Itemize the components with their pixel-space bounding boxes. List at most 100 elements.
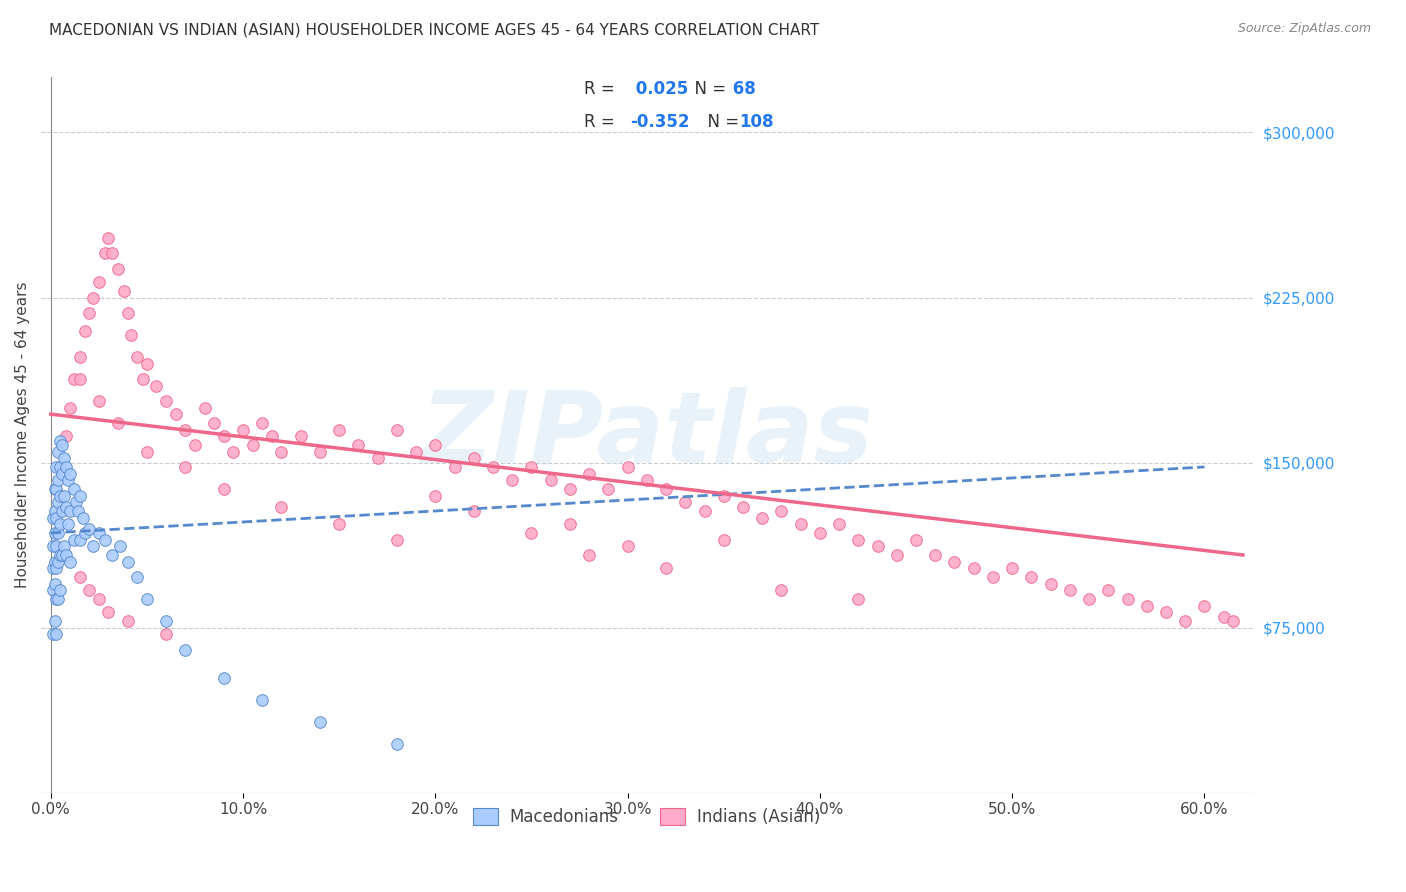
Point bbox=[963, 561, 986, 575]
Point bbox=[135, 357, 157, 371]
Point bbox=[55, 459, 77, 474]
Point bbox=[558, 482, 581, 496]
Point bbox=[45, 561, 67, 575]
Point bbox=[1154, 605, 1177, 619]
Point bbox=[636, 473, 658, 487]
Point bbox=[713, 533, 735, 547]
Point bbox=[107, 261, 129, 276]
Point bbox=[540, 473, 562, 487]
Point bbox=[49, 459, 72, 474]
Point bbox=[463, 451, 485, 466]
Point bbox=[242, 438, 264, 452]
Point bbox=[174, 642, 197, 657]
Point bbox=[51, 438, 73, 452]
Point bbox=[87, 275, 110, 289]
Point bbox=[174, 423, 197, 437]
Point bbox=[45, 459, 67, 474]
Point bbox=[48, 526, 70, 541]
Point bbox=[405, 444, 427, 458]
Point bbox=[789, 517, 811, 532]
Point bbox=[44, 614, 66, 628]
Point bbox=[145, 378, 167, 392]
Point bbox=[616, 539, 638, 553]
Point bbox=[53, 451, 76, 466]
Point bbox=[655, 482, 678, 496]
Point bbox=[69, 533, 91, 547]
Point bbox=[578, 467, 600, 481]
Point bbox=[693, 504, 716, 518]
Point bbox=[48, 473, 70, 487]
Point bbox=[309, 715, 332, 730]
Point bbox=[48, 495, 70, 509]
Point bbox=[1001, 561, 1024, 575]
Point bbox=[45, 627, 67, 641]
Point bbox=[260, 429, 283, 443]
Point bbox=[69, 570, 91, 584]
Point bbox=[48, 555, 70, 569]
Point bbox=[655, 561, 678, 575]
Text: N =: N = bbox=[697, 113, 744, 131]
Point bbox=[51, 467, 73, 481]
Point bbox=[112, 284, 135, 298]
Text: R =: R = bbox=[585, 113, 620, 131]
Point bbox=[53, 489, 76, 503]
Point bbox=[82, 291, 104, 305]
Point bbox=[905, 533, 928, 547]
Point bbox=[77, 522, 100, 536]
Point bbox=[41, 510, 63, 524]
Point bbox=[673, 495, 696, 509]
Point bbox=[328, 423, 350, 437]
Point bbox=[55, 548, 77, 562]
Point bbox=[252, 693, 274, 707]
Point bbox=[44, 482, 66, 496]
Point bbox=[97, 605, 120, 619]
Point bbox=[132, 372, 155, 386]
Point bbox=[578, 548, 600, 562]
Text: R =: R = bbox=[585, 80, 620, 98]
Point bbox=[193, 401, 215, 415]
Point bbox=[41, 583, 63, 598]
Text: 108: 108 bbox=[740, 113, 773, 131]
Point bbox=[1021, 570, 1043, 584]
Point bbox=[48, 444, 70, 458]
Point bbox=[87, 592, 110, 607]
Y-axis label: Householder Income Ages 45 - 64 years: Householder Income Ages 45 - 64 years bbox=[15, 282, 30, 589]
Point bbox=[49, 517, 72, 532]
Point bbox=[41, 539, 63, 553]
Point bbox=[252, 416, 274, 430]
Point bbox=[520, 459, 543, 474]
Point bbox=[48, 592, 70, 607]
Point bbox=[202, 416, 225, 430]
Point bbox=[55, 429, 77, 443]
Point bbox=[87, 526, 110, 541]
Point bbox=[108, 539, 131, 553]
Text: MACEDONIAN VS INDIAN (ASIAN) HOUSEHOLDER INCOME AGES 45 - 64 YEARS CORRELATION C: MACEDONIAN VS INDIAN (ASIAN) HOUSEHOLDER… bbox=[49, 22, 820, 37]
Point bbox=[101, 548, 124, 562]
Point bbox=[45, 510, 67, 524]
Point bbox=[184, 438, 207, 452]
Point bbox=[53, 539, 76, 553]
Point bbox=[117, 306, 139, 320]
Point bbox=[598, 482, 620, 496]
Point bbox=[290, 429, 312, 443]
Point bbox=[981, 570, 1004, 584]
Point bbox=[107, 416, 129, 430]
Point bbox=[51, 548, 73, 562]
Point bbox=[62, 533, 84, 547]
Point bbox=[924, 548, 946, 562]
Point bbox=[75, 526, 97, 541]
Point bbox=[44, 504, 66, 518]
Point bbox=[1222, 614, 1244, 628]
Legend: Macedonians, Indians (Asian): Macedonians, Indians (Asian) bbox=[465, 799, 830, 834]
Point bbox=[212, 429, 235, 443]
Point bbox=[713, 489, 735, 503]
Point bbox=[56, 473, 79, 487]
Point bbox=[117, 614, 139, 628]
Text: N =: N = bbox=[683, 80, 731, 98]
Point bbox=[45, 482, 67, 496]
Point bbox=[328, 517, 350, 532]
Point bbox=[77, 583, 100, 598]
Point bbox=[501, 473, 523, 487]
Point bbox=[93, 533, 115, 547]
Point bbox=[155, 614, 177, 628]
